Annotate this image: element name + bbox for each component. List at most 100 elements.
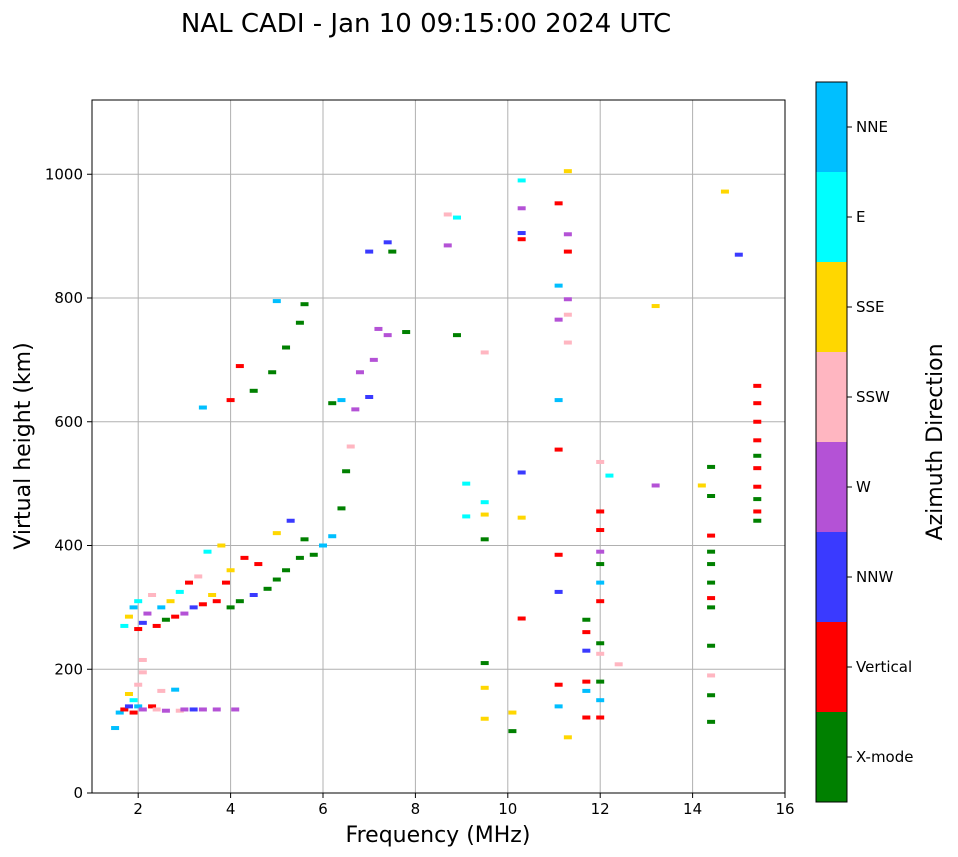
data-point [300,302,309,307]
x-axis-label: Frequency (MHz) [346,823,531,848]
data-point [138,657,147,662]
data-point [596,641,605,646]
data-point [194,574,203,579]
colorbar-segment [816,532,847,622]
data-point [707,464,716,469]
data-point [171,614,180,619]
data-point [148,704,157,709]
data-point [295,555,304,560]
data-point [554,201,563,206]
data-point [452,333,461,338]
data-point [175,589,184,594]
data-point [272,299,281,304]
data-point [707,673,716,678]
data-point [134,627,143,632]
data-point [286,518,295,523]
colorbar-label: W [856,478,871,496]
x-tick-label: 16 [775,800,794,818]
plot-frame [91,99,786,794]
data-point [208,593,217,597]
data-point [517,616,526,621]
data-point [596,459,605,464]
data-point [753,484,762,489]
data-point [480,685,489,690]
data-point [115,710,124,715]
colorbar-label: NNW [856,568,893,586]
data-point [563,169,572,174]
data-point [295,320,304,325]
colorbar-label: Vertical [856,658,912,676]
data-point [596,549,605,554]
data-point [272,531,281,536]
data-point [226,568,235,573]
data-point [351,407,360,412]
data-point [198,707,207,712]
data-point [337,398,346,403]
data-point [753,497,762,502]
data-point [554,552,563,557]
data-point [596,651,605,656]
data-point [249,593,258,597]
data-point [651,483,660,488]
colorbar-label: E [856,208,865,226]
colorbar-segment [816,262,847,352]
data-point [319,543,327,548]
data-point [226,398,235,403]
data-point [582,617,591,622]
data-point [189,707,198,712]
data-point [605,473,614,478]
data-point [235,364,244,369]
data-point [180,707,189,712]
data-point [753,518,762,523]
data-point [554,704,563,709]
data-point [249,388,258,393]
data-point [328,401,337,406]
data-point [148,593,157,597]
data-point [226,605,235,610]
data-point [596,528,605,533]
colorbar-segment [816,712,847,802]
data-point [111,726,120,731]
data-point [120,623,129,628]
data-point [563,735,572,740]
y-tick-label: 800 [54,289,83,307]
data-point [480,661,489,666]
data-point [707,533,716,538]
data-point [554,317,563,322]
data-point [508,710,517,715]
data-point [563,340,572,345]
data-point [596,599,605,604]
colorbar-segment [816,172,847,262]
data-point [582,648,591,653]
data-point [365,395,374,399]
data-point [554,447,563,452]
colorbar-label: SSE [856,298,885,316]
data-point [554,398,563,403]
x-tick-label: 10 [498,800,517,818]
data-point [707,549,716,554]
data-point [753,466,762,471]
data-point [753,401,762,406]
data-point [517,515,526,520]
data-point [508,729,517,734]
data-point [596,509,605,514]
data-point [355,370,364,375]
colorbar-segment [816,352,847,442]
data-point [388,249,397,254]
data-point [707,580,716,585]
colorbar-label: SSW [856,388,890,406]
data-point [282,345,291,350]
data-point [124,704,133,709]
data-point [180,611,189,616]
data-point [143,611,152,616]
plot-area: 2 4 6 8 10 12 14 16 0 200 400 600 800 1000 [45,99,795,818]
data-point [161,708,170,713]
data-point [554,283,563,288]
data-point [517,470,526,475]
data-point [707,719,716,724]
data-point [272,577,281,582]
data-point [129,698,138,703]
colorbar-segment [816,622,847,712]
data-point [189,605,198,610]
data-point [480,716,489,721]
